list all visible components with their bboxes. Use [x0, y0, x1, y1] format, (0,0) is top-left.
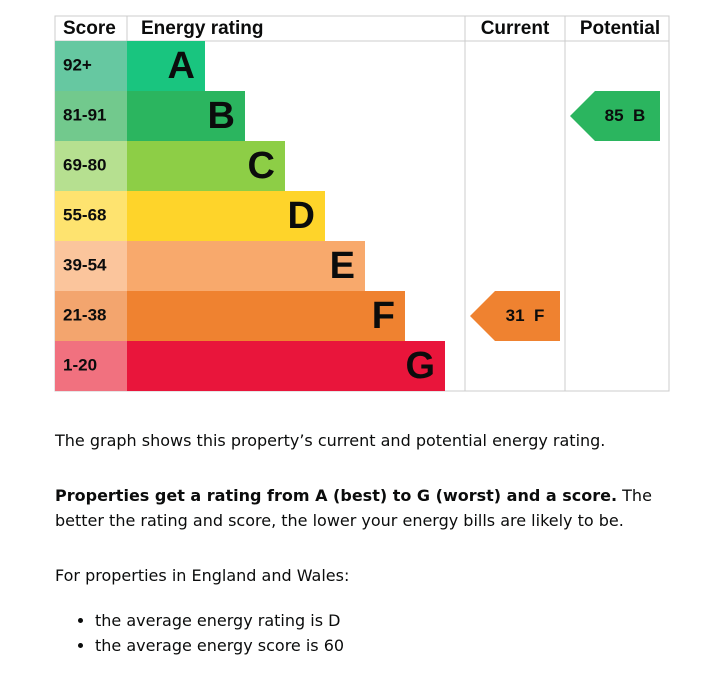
rating-bar: [127, 341, 445, 391]
rating-bar: [127, 91, 245, 141]
score-cell: [55, 241, 127, 291]
score-range: 69-80: [63, 155, 106, 174]
score-cell: [55, 291, 127, 341]
rating-letter: G: [405, 345, 435, 387]
bullet: the average energy score is 60: [95, 633, 715, 658]
rating-letter: B: [208, 95, 235, 137]
score-range: 92+: [63, 55, 92, 74]
region: For properties in England and Wales:: [55, 566, 350, 585]
bold-text: Properties get a rating from A (best) to…: [55, 486, 618, 505]
score-cell: [55, 191, 127, 241]
text: The better the rating and score, the low…: [55, 486, 652, 530]
current-score: 31: [506, 306, 525, 325]
score-cell: [55, 91, 127, 141]
rating-bar: [127, 41, 205, 91]
score-range: 1-20: [63, 355, 97, 374]
header: Energy rating: [141, 18, 263, 39]
rating-letter: C: [248, 145, 275, 187]
score-range: 81-91: [63, 105, 106, 124]
score-cell: [55, 141, 127, 191]
rating-bar: [127, 141, 285, 191]
potential-label: 85 B: [605, 106, 646, 125]
rating-letter: F: [372, 295, 395, 337]
header: Potential: [580, 18, 660, 39]
rating-letter: A: [168, 45, 195, 87]
rating-bar: [127, 241, 365, 291]
current-label: 31 F: [506, 306, 545, 325]
score-cell: [55, 341, 127, 391]
current-arrow: [470, 291, 560, 341]
potential-score: 85: [605, 106, 624, 125]
header: Score: [63, 18, 116, 39]
current-letter: F: [534, 306, 544, 325]
score-range: 21-38: [63, 305, 106, 324]
rating-bar: [127, 191, 325, 241]
potential-letter: B: [633, 106, 645, 125]
explanation: Properties get a rating from A (best) to…: [55, 483, 675, 533]
rating-letter: E: [330, 245, 355, 287]
bullet: the average energy rating is D: [95, 608, 715, 633]
intro: The graph shows this property’s current …: [55, 431, 606, 450]
rating-letter: D: [288, 195, 315, 237]
header: Current: [481, 18, 550, 39]
epc-chart: Score Energy rating Current Potential 92…: [54, 15, 670, 392]
score-range: 55-68: [63, 205, 106, 224]
score-cell: [55, 41, 127, 91]
score-range: 39-54: [63, 255, 107, 274]
rating-bar: [127, 291, 405, 341]
potential-arrow: [570, 91, 660, 141]
bullet-list: the average energy rating is D the avera…: [55, 608, 715, 658]
